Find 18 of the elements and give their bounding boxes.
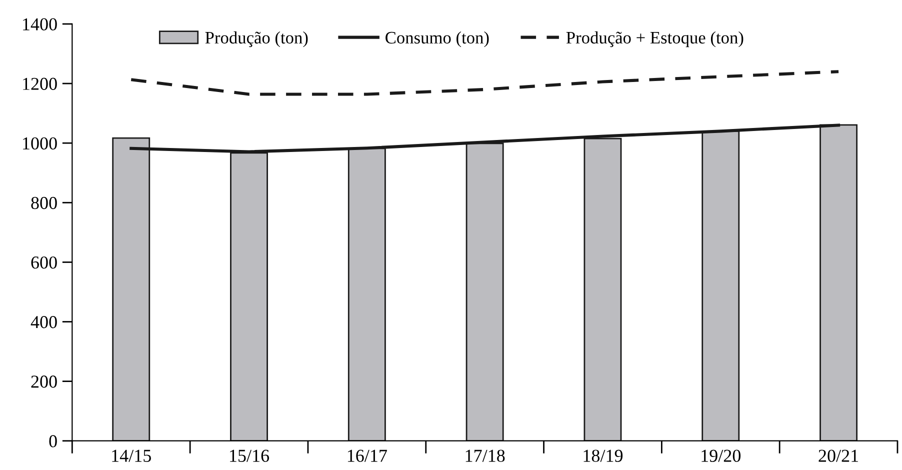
x-tick-label: 17/18 — [466, 450, 505, 462]
y-tick-label: 1000 — [23, 137, 57, 150]
y-tick-label: 400 — [30, 316, 57, 328]
x-tick-label: 16/17 — [348, 450, 387, 462]
x-tick-label: 18/19 — [584, 450, 623, 462]
y-tick-label: 200 — [31, 376, 57, 388]
y-tick-label: 1400 — [23, 18, 57, 30]
legend-label: Consumo (ton) — [386, 31, 489, 48]
y-tick-label: 1200 — [23, 78, 57, 90]
legend-label: Produção (ton) — [205, 31, 308, 48]
y-tick-label: 0 — [49, 435, 57, 448]
y-tick-label: 800 — [31, 196, 57, 210]
x-tick-label: 14/15 — [112, 450, 151, 462]
y-tick-label: 600 — [31, 256, 57, 269]
legend-label: Produção + Estoque (ton) — [566, 31, 744, 48]
x-tick-label: 20/21 — [818, 450, 858, 462]
x-tick-label: 19/20 — [702, 450, 741, 462]
x-tick-label: 15/16 — [230, 450, 270, 462]
